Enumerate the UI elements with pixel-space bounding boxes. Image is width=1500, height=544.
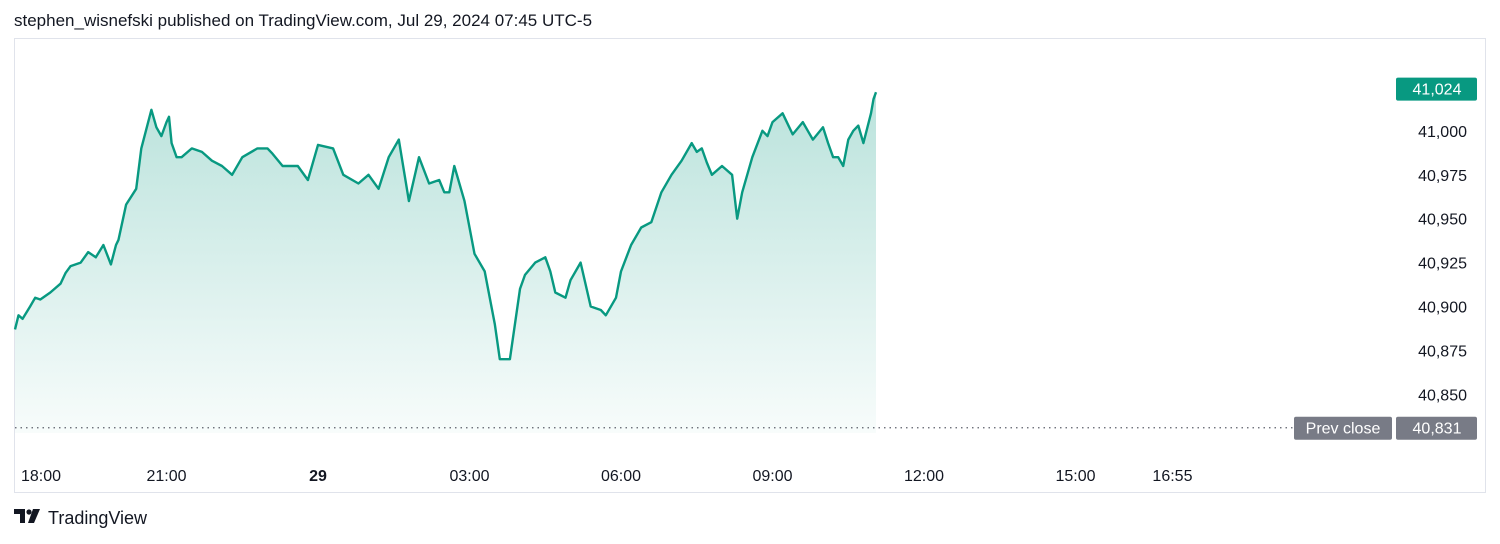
y-tick-label: 40,875 (1418, 343, 1467, 360)
last-price-badge (1396, 77, 1477, 101)
x-tick-label: 06:00 (601, 468, 641, 485)
price-chart[interactable]: 41,000 40,975 40,950 40,925 40,900 40,875 40,8… (0, 0, 1500, 500)
last-price-label: 41,024 (1413, 82, 1462, 99)
y-tick-label: 41,000 (1418, 124, 1467, 141)
prev-close-value-badge (1396, 416, 1477, 440)
prev-close-badge-label: Prev close (1306, 421, 1381, 438)
x-tick-label: 03:00 (449, 468, 489, 485)
x-tick-label: 18:00 (21, 468, 61, 485)
x-tick-label: 16:55 (1152, 468, 1192, 485)
x-tick-label: 15:00 (1055, 468, 1095, 485)
price-line (13, 91, 878, 361)
x-tick-label: 09:00 (752, 468, 792, 485)
chart-frame (14, 38, 1486, 493)
y-tick-label: 40,850 (1418, 387, 1467, 404)
y-tick-label: 40,950 (1418, 212, 1467, 229)
tradingview-logo-icon[interactable] (14, 509, 40, 528)
y-tick-label: 40,900 (1418, 300, 1467, 317)
x-tick-label: 29 (309, 468, 327, 485)
publisher-attribution: stephen_wisnefski published on TradingVi… (14, 11, 593, 30)
prev-close-badge (1294, 416, 1392, 440)
y-tick-label: 40,975 (1418, 168, 1467, 185)
y-tick-label: 40,925 (1418, 256, 1467, 273)
brand-name[interactable]: TradingView (48, 508, 148, 528)
price-area-fill (15, 92, 876, 433)
x-tick-label: 21:00 (146, 468, 186, 485)
prev-close-value-label: 40,831 (1413, 421, 1462, 438)
footer: TradingView (14, 508, 147, 529)
x-tick-label: 12:00 (904, 468, 944, 485)
